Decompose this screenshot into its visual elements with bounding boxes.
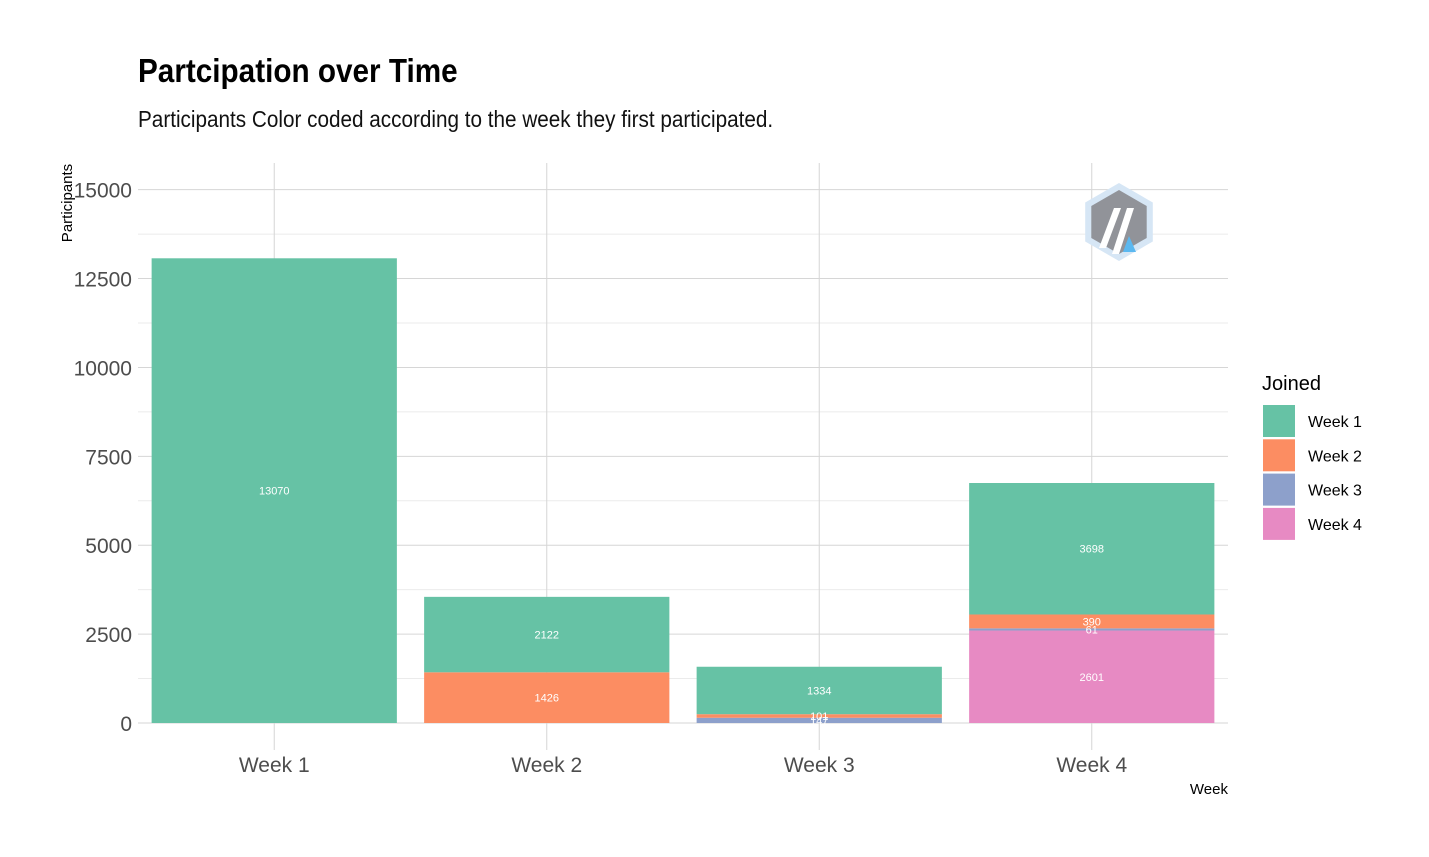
- bar-week-4-week-4: [969, 630, 1215, 723]
- data-label: 2601: [1080, 672, 1104, 684]
- legend-swatch: [1263, 439, 1295, 472]
- y-tick-label: 0: [120, 713, 132, 736]
- data-label: 390: [1083, 616, 1101, 628]
- data-label: 2122: [535, 630, 559, 642]
- bar-week-4-week-2: [969, 614, 1215, 629]
- bar-week-3-week-1: [696, 666, 942, 715]
- y-tick-label: 7500: [85, 446, 132, 469]
- bar-week-3-week-2: [696, 714, 942, 718]
- legend-label: Week 3: [1308, 483, 1362, 500]
- data-label: 101: [810, 711, 828, 723]
- bars: [151, 258, 1215, 723]
- x-tick-label: Week 3: [784, 754, 855, 777]
- bar-week-2-week-1: [424, 596, 670, 673]
- arbitrum-logo-icon: [1085, 183, 1153, 261]
- legend-label: Week 1: [1308, 414, 1362, 431]
- bar-week-4-week-1: [969, 483, 1215, 615]
- y-tick-label: 2500: [85, 624, 132, 647]
- data-label: 61: [1086, 624, 1098, 636]
- legend-swatch: [1263, 507, 1295, 540]
- legend-swatch: [1263, 473, 1295, 506]
- x-axis-title: Week: [1190, 781, 1229, 798]
- y-tick-label: 10000: [74, 357, 132, 380]
- data-label: 1334: [807, 685, 831, 697]
- y-tick-label: 5000: [85, 535, 132, 558]
- y-axis-title: Participants: [59, 164, 76, 242]
- x-tick-label: Week 2: [511, 754, 582, 777]
- x-tick-label: Week 4: [1056, 754, 1127, 777]
- data-label: 147: [810, 715, 828, 727]
- data-label: 13070: [259, 486, 290, 498]
- y-tick-label: 12500: [74, 269, 132, 292]
- bar-week-4-week-3: [969, 628, 1215, 631]
- legend-label: Week 2: [1308, 448, 1362, 465]
- chart-subtitle: Participants Color coded according to th…: [138, 106, 774, 132]
- legend-label: Week 4: [1308, 517, 1362, 534]
- legend: Joined Week 1 Week 2 Week 3 Week 4: [1262, 373, 1362, 540]
- data-label: 1426: [535, 693, 559, 705]
- y-tick-label: 15000: [74, 180, 132, 203]
- bar-week-1-week-1: [151, 258, 397, 723]
- chart-title: Partcipation over Time: [138, 52, 458, 89]
- legend-swatch: [1263, 405, 1295, 437]
- legend-title: Joined: [1262, 373, 1321, 395]
- x-tick-label: Week 1: [239, 754, 310, 777]
- y-axis-ticks: 0 2500 5000 7500 10000 12500 15000: [74, 180, 132, 736]
- data-label: 3698: [1080, 544, 1104, 556]
- bar-week-3-week-3: [696, 717, 942, 723]
- bar-week-2-week-2: [424, 672, 670, 723]
- x-axis-ticks: Week 1 Week 2 Week 3 Week 4: [239, 754, 1128, 777]
